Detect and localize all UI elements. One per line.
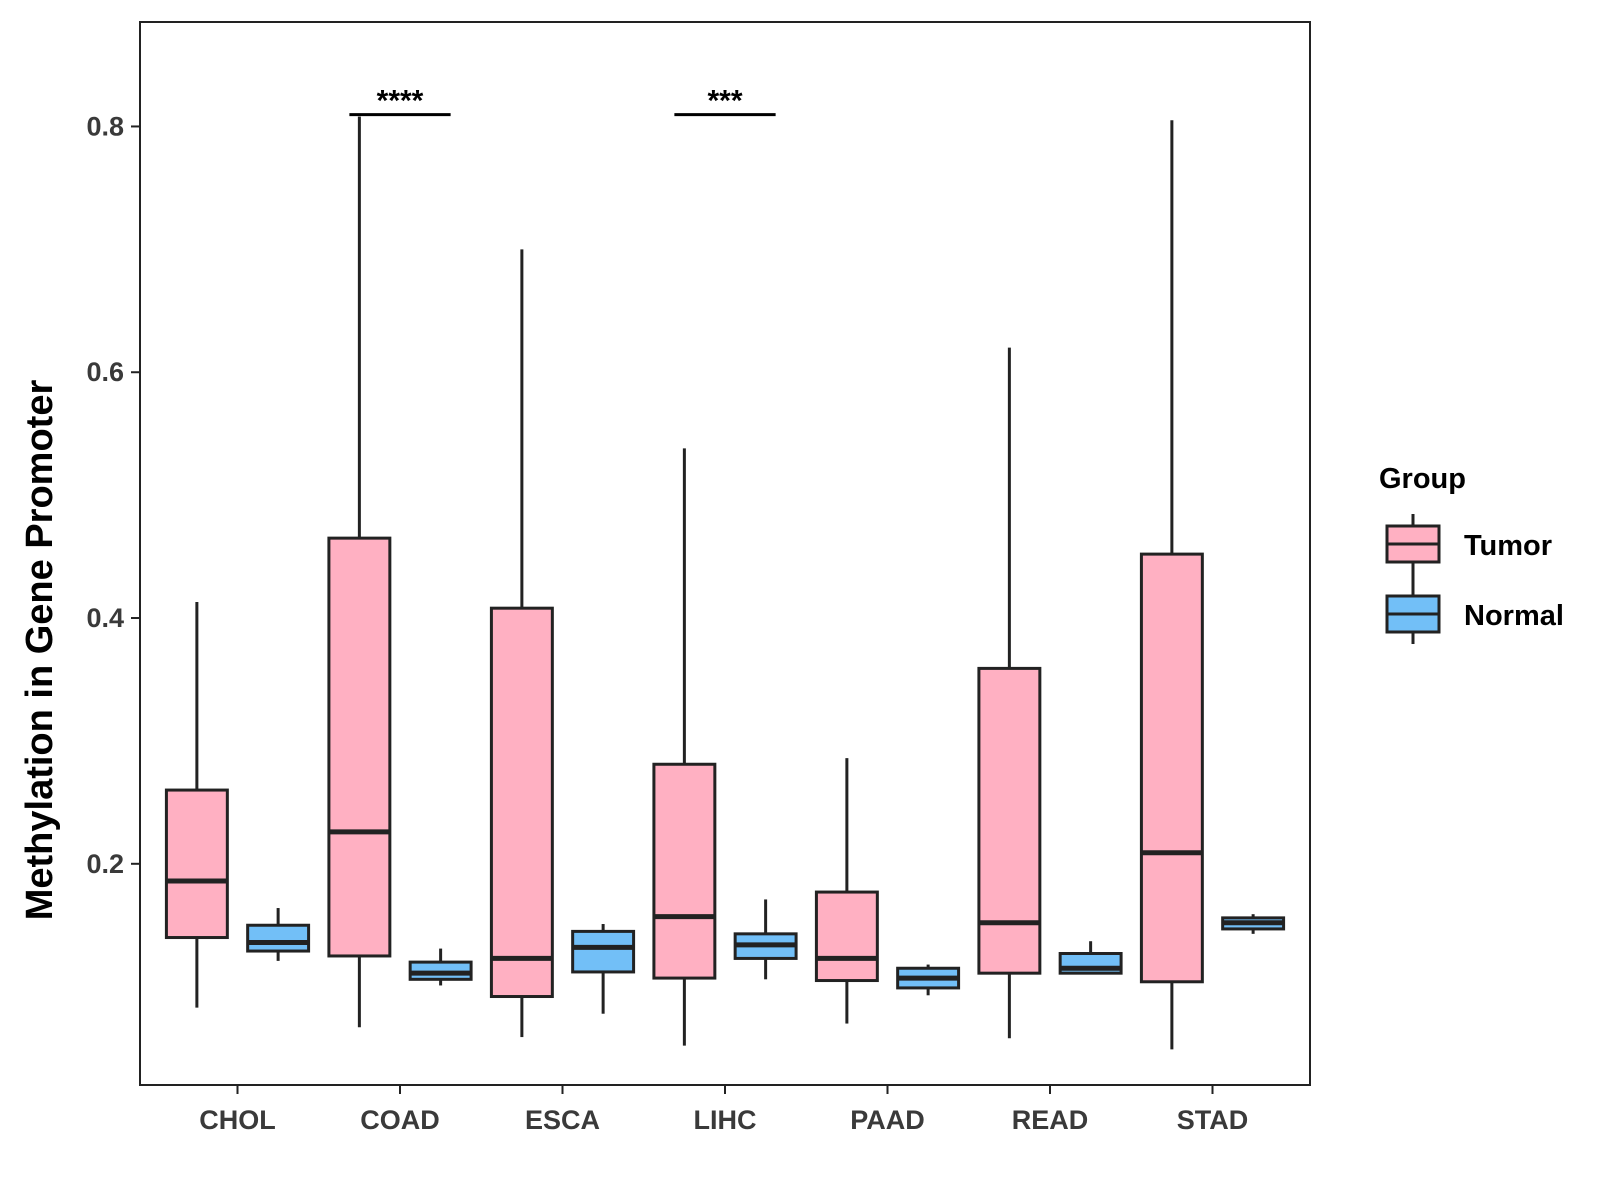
iqr-box-normal-esca bbox=[571, 929, 636, 974]
box-normal-read bbox=[1058, 941, 1123, 975]
box-tumor-coad bbox=[327, 116, 392, 1028]
y-axis: 0.2 0.4 0.6 0.8 bbox=[86, 111, 140, 879]
box-series bbox=[164, 116, 1286, 1050]
box-tumor-esca bbox=[489, 249, 554, 1038]
iqr-box-tumor-paad bbox=[814, 890, 879, 983]
y-tick-label-0.6: 0.6 bbox=[86, 357, 124, 387]
iqr-box-tumor-lihc bbox=[652, 762, 717, 980]
plot-panel bbox=[139, 21, 1311, 1086]
x-axis: CHOL COAD ESCA LIHC PAAD READ STAD bbox=[199, 1085, 1248, 1135]
legend-normal-label: Normal bbox=[1464, 600, 1564, 632]
x-tick-label-lihc: LIHC bbox=[694, 1105, 757, 1135]
iqr-box-tumor-chol bbox=[164, 788, 229, 940]
box-normal-coad bbox=[408, 948, 473, 986]
box-tumor-lihc bbox=[652, 448, 717, 1046]
legend-entry-tumor: Tumor bbox=[1385, 514, 1552, 590]
significance-label-lihc: *** bbox=[707, 85, 742, 118]
y-tick-label-0.2: 0.2 bbox=[86, 849, 124, 879]
box-normal-paad bbox=[896, 964, 961, 996]
x-tick-label-read: READ bbox=[1012, 1105, 1089, 1135]
legend-title: Group bbox=[1379, 463, 1466, 495]
iqr-box-tumor-read bbox=[977, 666, 1042, 975]
box-tumor-stad bbox=[1139, 120, 1204, 1050]
iqr-box-normal-chol bbox=[246, 923, 311, 953]
box-tumor-read bbox=[977, 347, 1042, 1039]
iqr-box-tumor-stad bbox=[1139, 552, 1204, 984]
box-normal-lihc bbox=[733, 899, 798, 980]
significance-annotations: **** *** bbox=[349, 85, 776, 118]
y-axis-title: Methylation in Gene Promoter bbox=[19, 380, 61, 921]
x-tick-label-coad: COAD bbox=[360, 1105, 440, 1135]
box-normal-chol bbox=[246, 908, 311, 961]
x-tick-label-chol: CHOL bbox=[199, 1105, 276, 1135]
y-tick-label-0.8: 0.8 bbox=[86, 111, 124, 141]
x-tick-label-paad: PAAD bbox=[850, 1105, 925, 1135]
significance-label-coad: **** bbox=[377, 85, 424, 118]
box-normal-stad bbox=[1221, 914, 1286, 934]
box-tumor-chol bbox=[164, 602, 229, 1008]
x-tick-label-stad: STAD bbox=[1177, 1105, 1249, 1135]
legend-entry-normal: Normal bbox=[1385, 584, 1564, 644]
iqr-box-tumor-esca bbox=[489, 606, 554, 999]
y-tick-label-0.4: 0.4 bbox=[86, 603, 124, 633]
x-tick-label-esca: ESCA bbox=[525, 1105, 600, 1135]
legend-tumor-label: Tumor bbox=[1464, 530, 1552, 562]
box-normal-esca bbox=[571, 924, 636, 1014]
box-tumor-paad bbox=[814, 758, 879, 1024]
legend: Group Tumor Normal bbox=[1379, 463, 1564, 644]
iqr-box-tumor-coad bbox=[327, 536, 392, 958]
